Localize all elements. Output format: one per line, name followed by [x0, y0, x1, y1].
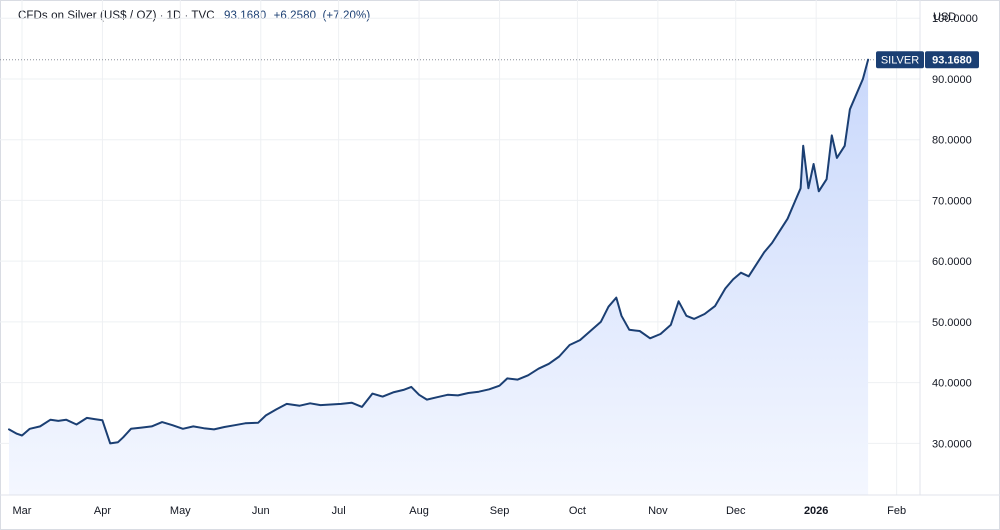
x-tick-label: May: [170, 505, 191, 517]
price-tag-symbol-bg: [876, 51, 924, 69]
symbol-title: CFDs on Silver (US$ / OZ): [18, 10, 157, 22]
x-tick-label: Nov: [648, 505, 668, 517]
y-tick-label: 70.0000: [932, 195, 972, 207]
y-tick-label: 80.0000: [932, 135, 972, 147]
price-tag: SILVER 93.1680: [876, 51, 979, 69]
x-tick-label: Sep: [490, 505, 510, 517]
price-tag-value-bg: [925, 51, 979, 69]
source-label: TVC: [191, 10, 215, 22]
time-axis[interactable]: Mar Apr May Jun Jul Aug Sep Oct Nov Dec 2026 Feb: [13, 505, 907, 517]
price-line-series: [8, 58, 870, 445]
x-tick-label: Jul: [332, 505, 346, 517]
currency-selector[interactable]: USD: [924, 6, 975, 28]
y-tick-label: 50.0000: [932, 317, 972, 329]
line-layer: [8, 58, 870, 445]
y-tick-label: 90.0000: [932, 74, 972, 86]
price-change-percent: (+7.20%): [322, 10, 371, 22]
interval-label[interactable]: 1D: [166, 10, 182, 22]
y-tick-label: 100.0000: [932, 13, 978, 25]
x-tick-label: Apr: [94, 505, 111, 517]
price-area-fill: [9, 59, 869, 495]
y-tick-label: 60.0000: [932, 256, 972, 268]
x-tick-label: Feb: [887, 505, 906, 517]
area-layer: [9, 59, 869, 495]
price-change: +6.2580: [273, 10, 317, 22]
header-separator: ·: [159, 10, 164, 22]
x-tick-label: Mar: [13, 505, 32, 517]
chart-header: CFDs on Silver (US$ / OZ) · 1D · TVC 93.1680…: [18, 10, 370, 22]
price-axis[interactable]: 30.0000 40.0000 50.0000 60.0000 70.0000 80.00…: [932, 13, 978, 450]
x-tick-label: Aug: [409, 505, 429, 517]
last-price: 93.1680: [224, 10, 267, 22]
x-tick-label: Dec: [726, 505, 746, 517]
y-tick-label: 40.0000: [932, 378, 972, 390]
x-tick-label: Jun: [252, 505, 270, 517]
x-tick-label: Oct: [569, 505, 586, 517]
x-tick-label: 2026: [804, 505, 828, 517]
y-tick-label: 30.0000: [932, 438, 972, 450]
header-separator: ·: [184, 10, 189, 22]
price-tag-symbol: SILVER: [881, 55, 919, 67]
price-tag-value: 93.1680: [932, 55, 972, 67]
